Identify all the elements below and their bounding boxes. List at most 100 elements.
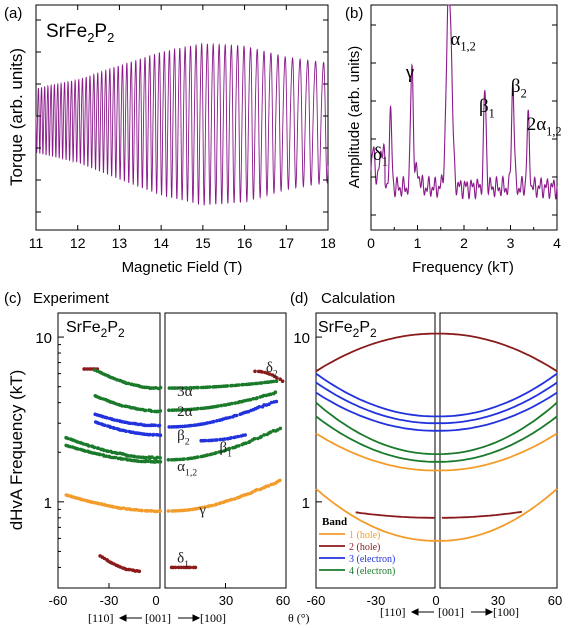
- data-point: [158, 433, 163, 438]
- band-2-curve: [355, 511, 435, 519]
- annotation-2: β2: [177, 428, 190, 448]
- data-point: [167, 425, 171, 429]
- dir-mid-c: [001]: [145, 611, 171, 625]
- legend-label: 4 (electron): [349, 566, 395, 577]
- panel-d-ticks: -60 -30 0 30 60 1 10: [293, 330, 562, 608]
- data-point: [124, 429, 128, 434]
- data-point: [178, 457, 182, 462]
- data-point: [203, 505, 207, 509]
- data-point: [158, 460, 163, 464]
- data-point: [278, 426, 283, 431]
- data-point: [219, 449, 223, 454]
- panel-a: 11 12 13 14 15 16 17 18 (a) SrFe2P2 Magnetic Fi…: [4, 4, 336, 276]
- data-point: [212, 419, 216, 424]
- x-tick-label: -60: [307, 593, 326, 608]
- x-tick-label: 0: [152, 593, 159, 608]
- arrow-c-right-head: [192, 614, 201, 622]
- data-point: [158, 509, 162, 513]
- data-point: [275, 428, 280, 432]
- x-tick-label: 16: [237, 235, 253, 251]
- data-point: [237, 383, 241, 387]
- panel-c-letter: (c): [4, 290, 22, 307]
- x-tick-label: 18: [320, 235, 336, 251]
- data-point: [112, 426, 117, 431]
- data-point: [120, 404, 125, 408]
- data-point: [260, 370, 265, 374]
- band-3-curve: [315, 391, 436, 432]
- data-point: [248, 397, 253, 402]
- panel-a-letter: (a): [4, 5, 22, 22]
- data-point: [87, 444, 91, 448]
- panel-c: -60 -30 0 30 60 1 10 3α 2α β2 β1 α1,2 γ δ1 δ2 (c) Exp…: [4, 290, 290, 608]
- annotation-5: γ: [198, 502, 206, 518]
- legend-title: Band: [322, 516, 347, 528]
- bottom-labels: [110] [001] [100] [110] [001] [100] θ (°…: [88, 605, 519, 625]
- panel-b-y-ticks: [371, 24, 557, 216]
- band-4-curve: [434, 401, 558, 455]
- panel-c-compound: SrFe2P2: [66, 319, 125, 340]
- panel-a-x-label: Magnetic Field (T): [122, 259, 243, 276]
- data-point: [252, 436, 257, 441]
- data-point: [262, 433, 266, 437]
- data-point: [140, 508, 144, 513]
- data-point: [184, 386, 189, 390]
- x-tick-label: 1: [414, 235, 422, 251]
- peak-label-4: β2: [511, 76, 527, 101]
- data-point: [233, 401, 237, 405]
- data-point: [108, 425, 113, 430]
- data-point: [189, 386, 193, 390]
- data-point: [255, 381, 260, 386]
- band-3-curve: [315, 372, 435, 418]
- annotation-6: δ1: [177, 550, 189, 570]
- legend-label: 3 (electron): [349, 554, 395, 565]
- data-point: [150, 455, 154, 459]
- data-point: [67, 444, 72, 449]
- data-point: [251, 396, 256, 401]
- data-point: [98, 396, 103, 401]
- data-point: [81, 442, 86, 446]
- data-point: [257, 405, 262, 409]
- peak-label-2: α1,2: [450, 29, 475, 54]
- panel-d-letter: (d): [290, 290, 308, 307]
- data-point: [136, 459, 141, 464]
- x-tick-label: 60: [276, 593, 290, 608]
- data-point: [179, 565, 183, 570]
- data-point: [210, 438, 215, 443]
- annotation-1: 2α: [177, 404, 193, 420]
- panel-d-curves: [315, 332, 558, 542]
- panel-c-points: [64, 367, 285, 574]
- data-point: [128, 421, 132, 426]
- data-point: [187, 507, 192, 512]
- y-tick-label: 1: [44, 495, 52, 512]
- band-1-curve: [434, 432, 558, 472]
- data-point: [196, 385, 200, 390]
- data-point: [166, 458, 171, 462]
- band-2-curve: [315, 332, 435, 373]
- x-tick-label: 4: [553, 235, 561, 251]
- data-point: [208, 385, 212, 389]
- data-point: [196, 406, 200, 411]
- panel-b-letter: (b): [345, 5, 363, 22]
- data-point: [273, 390, 278, 395]
- x-tick-label: 2: [460, 235, 468, 251]
- panel-a-x-ticks: 11 12 13 14 15 16 17 18: [29, 5, 336, 251]
- legend-label: 2 (hole): [349, 542, 380, 553]
- data-point: [214, 451, 218, 455]
- band-3-curve: [434, 391, 558, 432]
- data-point: [254, 487, 259, 492]
- arrow-c-left-head: [118, 614, 127, 622]
- data-point: [102, 448, 106, 453]
- data-point: [227, 446, 232, 451]
- data-point: [234, 413, 239, 418]
- dir-right-d: [100]: [493, 605, 519, 619]
- data-point: [98, 452, 102, 457]
- data-point: [157, 423, 162, 428]
- data-point: [174, 509, 178, 513]
- x-tick-label: -30: [100, 593, 119, 608]
- data-point: [196, 455, 200, 459]
- peak-label-3: β1: [479, 96, 495, 121]
- data-point: [280, 379, 285, 384]
- fft-series: [370, 4, 558, 201]
